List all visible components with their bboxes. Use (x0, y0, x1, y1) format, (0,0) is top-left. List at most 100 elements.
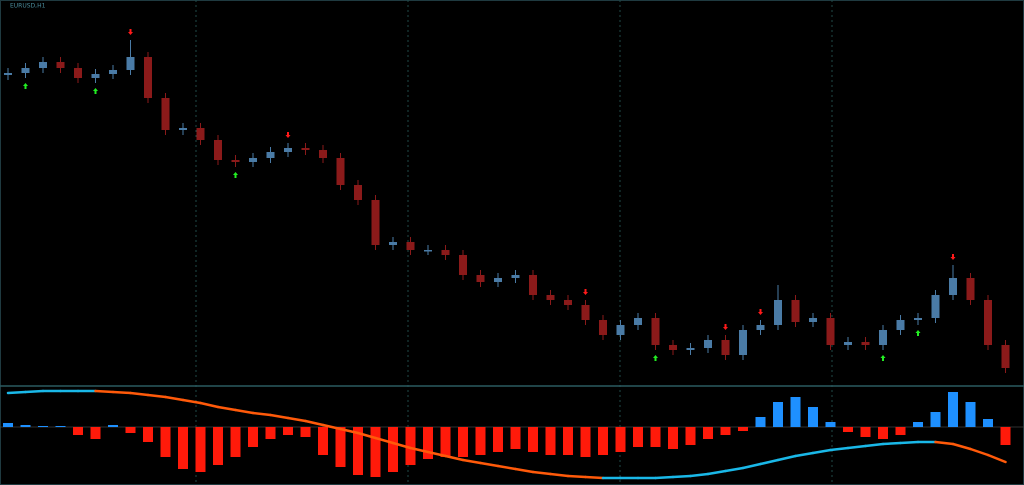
indicator-line-segment (444, 454, 465, 462)
histogram-bar (755, 417, 766, 427)
buy-arrow (23, 83, 28, 89)
sell-arrow (583, 289, 588, 295)
candle-body (949, 278, 957, 295)
candle-body (266, 152, 275, 158)
candle-body (109, 70, 117, 74)
indicator-line-segment (111, 390, 132, 395)
candle-body (704, 340, 712, 348)
indicator-line-segment (426, 450, 447, 458)
indicator-line-segment (269, 413, 290, 420)
candle-body (126, 57, 135, 70)
indicator-line-segment (584, 475, 605, 480)
indicator-line-segment (514, 467, 535, 474)
histogram-bar (720, 427, 731, 435)
candle-body (721, 340, 730, 355)
indicator-line-segment (776, 454, 797, 462)
histogram-bar (895, 427, 906, 435)
candle-body (214, 140, 222, 160)
buy-arrow (233, 172, 238, 178)
indicator-line-segment (374, 436, 395, 445)
candle-body (564, 300, 572, 305)
sell-arrow (285, 132, 291, 138)
indicator-line-segment (496, 464, 517, 471)
candle-body (669, 345, 677, 350)
time-separators (195, 0, 833, 485)
histogram-bar (703, 427, 713, 439)
histogram-bar (423, 427, 433, 459)
histogram-bar (913, 422, 923, 427)
candle-body (4, 73, 12, 75)
candle-body (739, 330, 747, 355)
sell-arrow (128, 29, 133, 35)
indicator-line-segment (321, 423, 342, 431)
candle-body (529, 275, 537, 295)
histogram-bar (265, 427, 276, 439)
indicator-line-segment (531, 470, 552, 476)
indicator-line-segment (181, 398, 202, 405)
indicator-line-segment (286, 416, 307, 423)
candle-body (389, 242, 397, 245)
histogram-bar (55, 426, 66, 427)
histogram-bar (563, 427, 573, 455)
histogram-bar (930, 412, 941, 427)
buy-arrow (653, 355, 658, 361)
candle-body (616, 325, 625, 335)
buy-arrow (915, 330, 921, 336)
indicator-line-segment (234, 408, 255, 415)
histogram-bar (20, 425, 31, 427)
histogram-bar (843, 427, 853, 432)
candle-body (879, 330, 887, 345)
indicator-line-segment (881, 441, 902, 446)
histogram-bar (633, 427, 643, 447)
histogram-bar (790, 397, 801, 427)
candle-body (494, 278, 502, 282)
histogram-bar (108, 425, 118, 427)
histogram-bar (650, 427, 661, 447)
histogram-bar (73, 427, 83, 435)
indicator-line-segment (391, 441, 412, 450)
histogram-bar (90, 427, 101, 439)
candle-body (56, 62, 65, 68)
histogram-bar (878, 427, 888, 439)
candle-body (459, 255, 467, 275)
candle-body (39, 62, 47, 68)
indicator-line-segment (129, 391, 150, 397)
candle-body (756, 325, 765, 330)
candle-body (896, 320, 905, 330)
histogram-bar (440, 427, 451, 457)
histogram-bar (335, 427, 346, 467)
indicator-line-segment (986, 453, 1007, 464)
indicator-line-segment (409, 446, 430, 454)
indicator-line-segment (706, 469, 727, 476)
candle-body (249, 158, 257, 162)
candle-body (931, 295, 940, 318)
indicator-line-segment (6, 390, 27, 395)
histogram-bar (3, 423, 13, 427)
histogram-bar (493, 427, 503, 452)
indicator-line-segment (304, 419, 325, 427)
histogram-bar (370, 427, 381, 477)
histogram-bar (510, 427, 521, 449)
histogram-bar (160, 427, 171, 457)
histogram-bar (388, 427, 398, 472)
histogram-bar (143, 427, 153, 442)
histogram-bar (353, 427, 363, 475)
candle-body (354, 185, 362, 200)
candle-body (966, 278, 975, 300)
indicator-line-segment (339, 427, 360, 435)
candle-body (21, 68, 30, 73)
indicator-line-segment (934, 440, 955, 446)
chart-title: EURUSD,H1 (10, 3, 46, 10)
indicator-line-segment (741, 462, 762, 470)
candle-body (319, 150, 327, 158)
histogram-bar (248, 427, 258, 447)
histogram-bar (738, 427, 748, 431)
candle-body (686, 348, 695, 350)
candle-body (1001, 345, 1010, 368)
indicator-line-segment (461, 458, 482, 465)
indicator-line-segment (199, 401, 220, 409)
candle-body (144, 57, 152, 98)
candle-body (984, 300, 992, 345)
candle-body (476, 275, 485, 282)
indicator-line-segment (479, 461, 500, 468)
